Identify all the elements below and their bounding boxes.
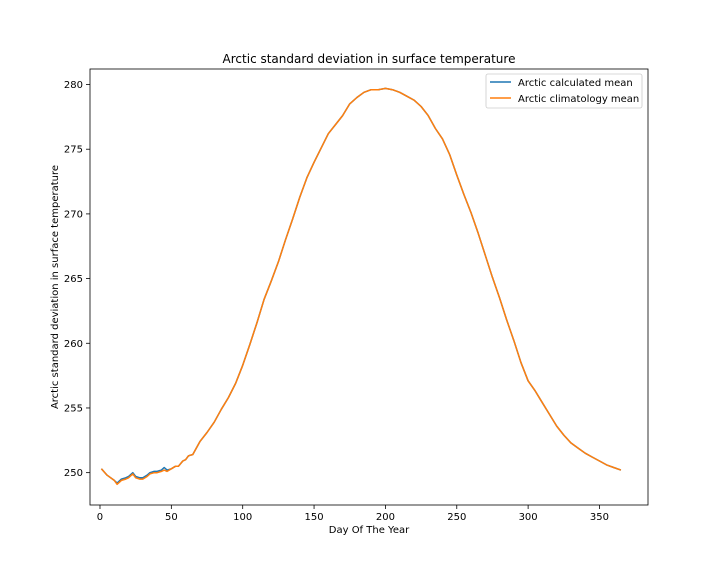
y-tick-label: 275	[64, 145, 83, 156]
y-tick-label: 270	[64, 209, 83, 220]
plot-area	[89, 68, 649, 506]
y-axis-label: Arctic standard deviation in surface tem…	[50, 165, 61, 409]
x-tick-label: 250	[447, 512, 466, 523]
series-line-climatology	[100, 87, 622, 486]
y-axis-ticks: 250 255 260 265 270 275 280	[64, 80, 90, 479]
x-tick-label: 150	[305, 512, 324, 523]
chart-title: Arctic standard deviation in surface tem…	[223, 52, 516, 66]
legend-label-climatology: Arctic climatology mean	[518, 94, 639, 105]
y-tick-label: 255	[64, 403, 83, 414]
x-tick-label: 350	[590, 512, 609, 523]
legend: Arctic calculated mean Arctic climatolog…	[485, 73, 643, 109]
legend-box	[485, 73, 643, 109]
x-axis-ticks: 0 50 100 150 200 250 300 350	[97, 505, 609, 523]
x-tick-label: 200	[376, 512, 395, 523]
y-tick-label: 280	[64, 80, 83, 91]
x-axis-label: Day Of The Year	[329, 525, 410, 536]
y-tick-label: 250	[64, 468, 83, 479]
y-tick-label: 265	[64, 274, 83, 285]
x-tick-label: 300	[519, 512, 538, 523]
y-tick-label: 260	[64, 339, 83, 350]
x-tick-label: 100	[233, 512, 252, 523]
x-tick-label: 50	[165, 512, 178, 523]
legend-label-calculated: Arctic calculated mean	[518, 78, 633, 89]
series-layer	[100, 87, 622, 486]
x-tick-label: 0	[97, 512, 103, 523]
